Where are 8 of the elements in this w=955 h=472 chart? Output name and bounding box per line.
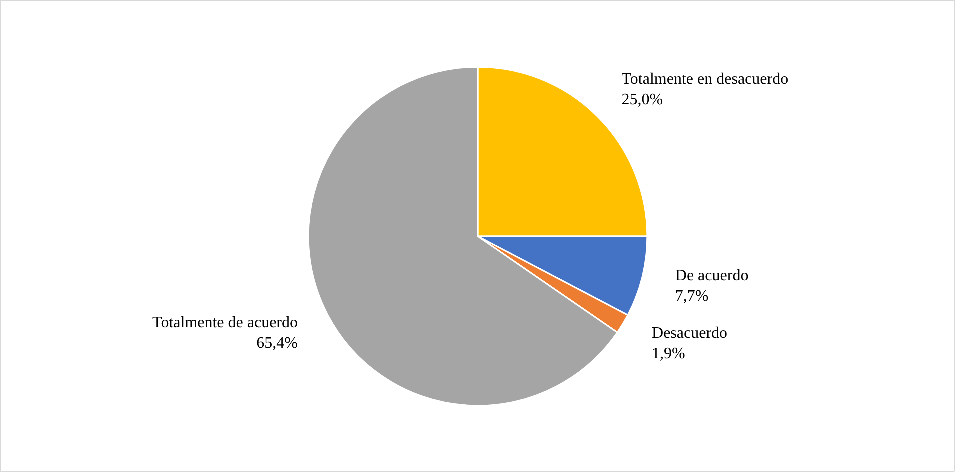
data-label: 25,0% [622,91,664,108]
data-label: 1,9% [652,346,686,363]
data-label: 7,7% [675,288,709,305]
slice-label: Totalmente de acuerdo [152,314,298,332]
slice-label: De acuerdo [675,268,749,285]
data-label: 65,4% [256,334,298,352]
slice-label: Desacuerdo [652,325,728,342]
slice-label: Totalmente en desacuerdo [622,70,789,88]
